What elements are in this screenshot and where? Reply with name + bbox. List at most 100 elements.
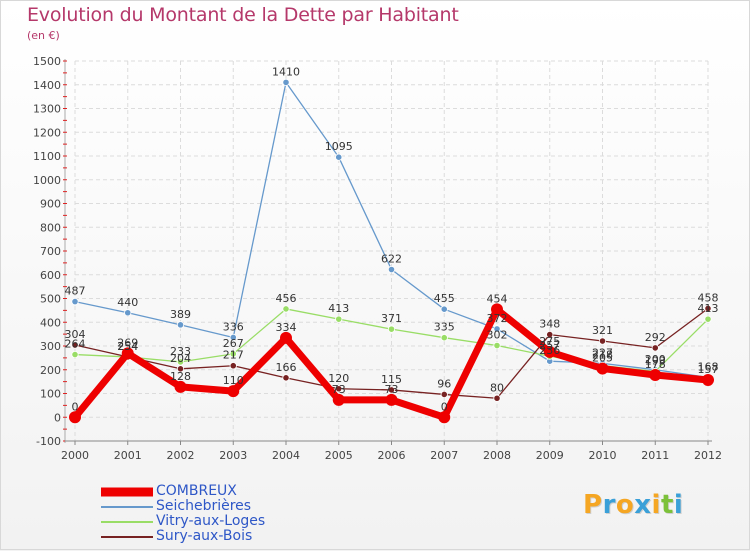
data-point [282,374,290,382]
data-label: 115 [381,373,402,386]
data-point [598,337,607,345]
data-label: 269 [117,336,138,349]
data-label: 334 [276,321,297,334]
data-label: 371 [381,312,402,325]
data-point [440,390,448,399]
y-tick-label: 0 [54,411,61,424]
legend-label: Sury-aux-Bois [156,528,253,544]
data-point [387,265,396,274]
data-point [651,344,659,352]
data-point [385,393,398,406]
data-label: 413 [698,302,719,315]
data-point [387,325,396,333]
data-point [702,373,714,386]
data-label: 257 [539,339,560,352]
legend-label: COMBREUX [156,483,237,499]
logo-letter: t [660,490,674,520]
data-point [440,334,448,342]
x-tick-label: 2007 [430,449,458,462]
data-label: 454 [487,292,508,305]
legend-label: Vitry-aux-Loges [156,513,266,529]
data-point [335,385,343,393]
data-label: 96 [437,377,451,390]
data-point [649,368,662,381]
data-label: 0 [72,400,79,413]
data-label: 348 [539,318,560,331]
data-label: 302 [487,329,508,342]
data-label: 1410 [272,65,300,78]
y-tick-label: 1300 [33,103,61,116]
data-label: 275 [539,335,560,348]
data-point [71,341,79,349]
data-label: 336 [223,320,244,333]
data-label: 487 [65,285,86,298]
y-tick-label: 1500 [33,55,61,68]
data-label: 458 [698,291,719,304]
y-tick-label: 900 [40,198,61,211]
y-tick-label: 400 [40,316,61,329]
data-point [546,330,554,339]
data-point [124,309,132,317]
data-point [229,333,237,342]
data-point [229,362,237,370]
proxiti-logo: Proxiti [583,490,683,520]
x-tick-label: 2003 [219,449,247,462]
data-label: 80 [490,381,504,394]
data-label: 217 [223,349,244,362]
data-label: 110 [223,374,244,387]
data-label: 413 [328,302,349,315]
data-label: 227 [592,346,613,359]
data-label: 233 [170,345,191,358]
y-tick-label: -100 [36,435,61,448]
data-point [438,411,451,424]
data-point [227,385,240,398]
data-point [176,358,185,366]
x-tick-label: 2009 [536,449,564,462]
data-label: 622 [381,253,402,266]
data-label: 321 [592,324,613,337]
y-tick-label: 800 [40,221,61,234]
data-label: 292 [645,331,666,344]
x-tick-label: 2002 [167,449,195,462]
x-tick-label: 2001 [114,449,142,462]
data-point [335,153,343,161]
data-label: 335 [434,321,455,334]
data-label: 254 [117,340,138,353]
data-point [229,350,237,358]
data-label: 73 [332,383,346,396]
data-label: 120 [328,372,349,385]
data-label: 267 [223,337,244,350]
data-label: 236 [539,344,560,357]
data-label: 178 [645,358,666,371]
data-label: 218 [592,348,613,361]
data-point [493,394,501,402]
logo-letter: o [615,490,635,520]
data-point [491,303,503,316]
x-tick-label: 2005 [325,449,353,462]
data-point [335,315,343,323]
y-tick-label: 500 [40,293,61,306]
data-label: 166 [276,361,297,374]
y-tick-label: 1200 [33,126,61,139]
data-label: 372 [487,312,508,325]
data-label: 264 [65,338,86,351]
y-tick-label: 200 [40,364,61,377]
data-label: 456 [276,292,297,305]
data-point [332,393,345,406]
data-point [280,331,292,344]
legend-swatch [101,521,153,523]
legend-swatch [101,536,153,538]
data-label: 168 [698,360,719,373]
data-point [174,380,187,393]
x-tick-label: 2010 [589,449,617,462]
x-tick-label: 2011 [641,449,669,462]
data-label: 128 [170,370,191,383]
data-point [282,78,290,86]
data-label: 440 [117,296,138,309]
data-label: 73 [385,383,399,396]
data-label: 157 [698,363,719,376]
logo-letter: r [602,490,616,520]
legend-label: Seichebrières [156,498,252,514]
data-point [121,347,134,360]
